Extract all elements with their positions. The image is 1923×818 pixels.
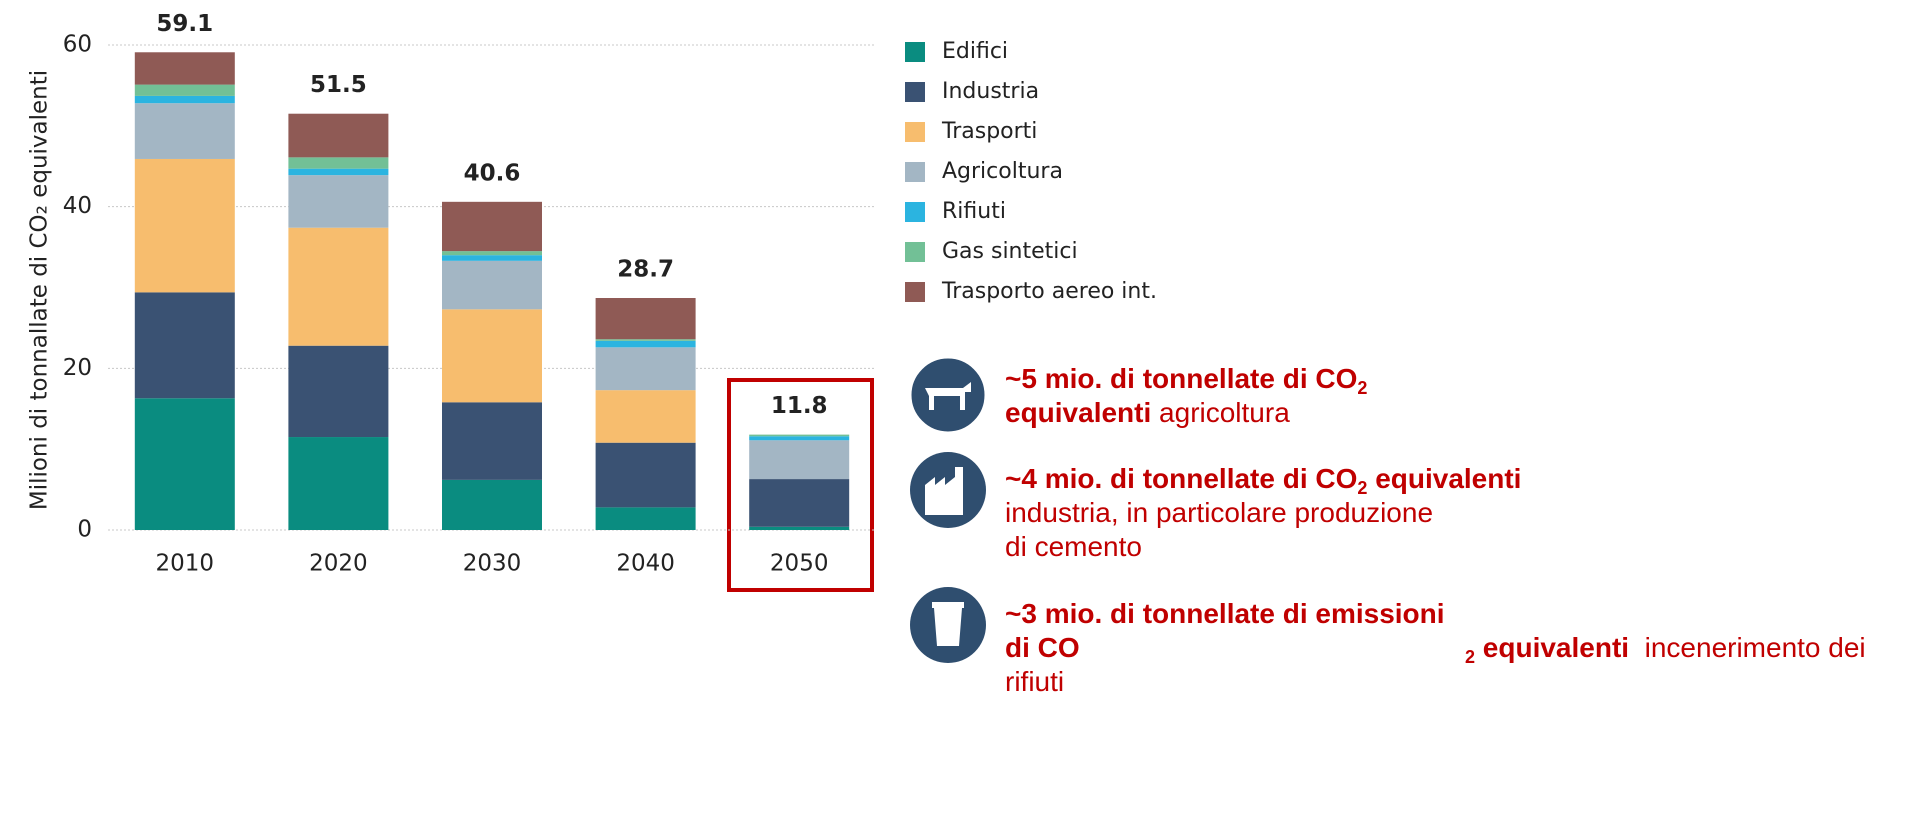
bar-segment	[442, 260, 542, 310]
annotation-bold: equivalenti	[1375, 463, 1522, 494]
bar-segment	[134, 292, 235, 399]
y-axis-title: Milioni di tonnallate di CO₂ equivalenti	[27, 70, 53, 510]
x-tick-label: 2010	[156, 551, 215, 577]
total-label: 40.6	[464, 160, 521, 186]
bar-segment	[134, 95, 235, 104]
total-label: 28.7	[617, 257, 674, 283]
bar-segment	[134, 52, 235, 85]
legend-label: Rifiuti	[942, 199, 1006, 224]
icon-bin-shape	[932, 602, 964, 646]
legend-swatch	[905, 82, 925, 102]
annotation-sub: 2	[1357, 378, 1368, 398]
annotation-text: industria, in particolare produzione di …	[1005, 497, 1434, 562]
bar-segment	[134, 398, 235, 530]
bar-segment	[595, 507, 696, 530]
bar-segment	[288, 157, 389, 169]
annotation-text: agricoltura	[1159, 397, 1290, 428]
bar-segment	[288, 175, 389, 228]
legend-label: Trasporti	[941, 119, 1037, 144]
bar-segment	[595, 340, 696, 348]
legend-swatch	[905, 242, 925, 262]
bar-segment	[134, 103, 235, 159]
bar-segment	[288, 113, 389, 158]
annotation-bold: ~5 mio. di tonnellate di CO	[1005, 363, 1358, 394]
bar-segment	[749, 436, 850, 441]
bar-segment	[749, 434, 850, 437]
total-label: 51.5	[310, 72, 367, 98]
annotation: ~5 mio. di tonnellate di CO2 equivalenti …	[1005, 362, 1367, 430]
legend-label: Edifici	[942, 39, 1008, 64]
bar-segment	[595, 442, 696, 508]
annotation-bold: ~3 mio. di tonnellate di emissioni di CO	[1005, 598, 1445, 663]
bar-segment	[595, 347, 696, 391]
total-label: 11.8	[771, 393, 828, 419]
y-tick-label: 0	[77, 517, 92, 543]
y-tick-label: 60	[63, 32, 92, 58]
bar-segment	[442, 251, 542, 256]
bar-segment	[749, 440, 850, 480]
bar-segment	[442, 255, 542, 261]
legend-swatch	[905, 162, 925, 182]
annotation-text: incenerimento dei rifiuti	[1005, 632, 1866, 697]
bar-segment	[595, 298, 696, 340]
bar-segment	[595, 390, 696, 443]
legend-label: Trasporto aereo int.	[941, 279, 1157, 304]
annotation-bold: equivalenti	[1005, 397, 1152, 428]
bar-segment	[288, 345, 389, 438]
legend-swatch	[905, 202, 925, 222]
bar-segment	[442, 479, 542, 530]
bar-segment	[749, 526, 850, 530]
icon-cow-shape	[925, 382, 971, 410]
icons	[908, 355, 988, 663]
bar-segment	[595, 339, 696, 341]
annotation-sub: 2	[1357, 478, 1368, 498]
bar-segment	[288, 168, 389, 176]
legend-label: Gas sintetici	[942, 239, 1078, 264]
bar-segment	[288, 437, 389, 530]
annotation-sub: 2	[1465, 647, 1476, 667]
bar-segment	[134, 84, 235, 96]
annotation: ~3 mio. di tonnellate di emissioni di CO…	[1005, 597, 1905, 699]
bar-segment	[442, 402, 542, 480]
annotation: ~4 mio. di tonnellate di CO2 equivalenti…	[1005, 462, 1905, 564]
bar-segment	[749, 479, 850, 527]
total-label: 59.1	[156, 11, 213, 37]
annotation-bold: ~4 mio. di tonnellate di CO	[1005, 463, 1358, 494]
bar-segment	[134, 158, 235, 293]
legend-label: Industria	[942, 79, 1039, 104]
bar-segment	[442, 309, 542, 403]
x-tick-label: 2030	[463, 551, 522, 577]
x-tick-label: 2050	[770, 551, 829, 577]
icon-factory-shape	[925, 467, 963, 515]
highlight-box	[727, 378, 874, 592]
legend-swatch	[905, 122, 925, 142]
y-tick-label: 40	[63, 193, 92, 219]
legend-swatch	[905, 42, 925, 62]
legend-swatch	[905, 282, 925, 302]
x-tick-label: 2020	[309, 551, 368, 577]
legend-label: Agricoltura	[942, 159, 1063, 184]
annotation-bold: equivalenti	[1482, 632, 1630, 663]
bar-segment	[442, 201, 542, 252]
x-tick-label: 2040	[616, 551, 675, 577]
bar-segment	[288, 227, 389, 346]
y-tick-label: 20	[63, 355, 92, 381]
